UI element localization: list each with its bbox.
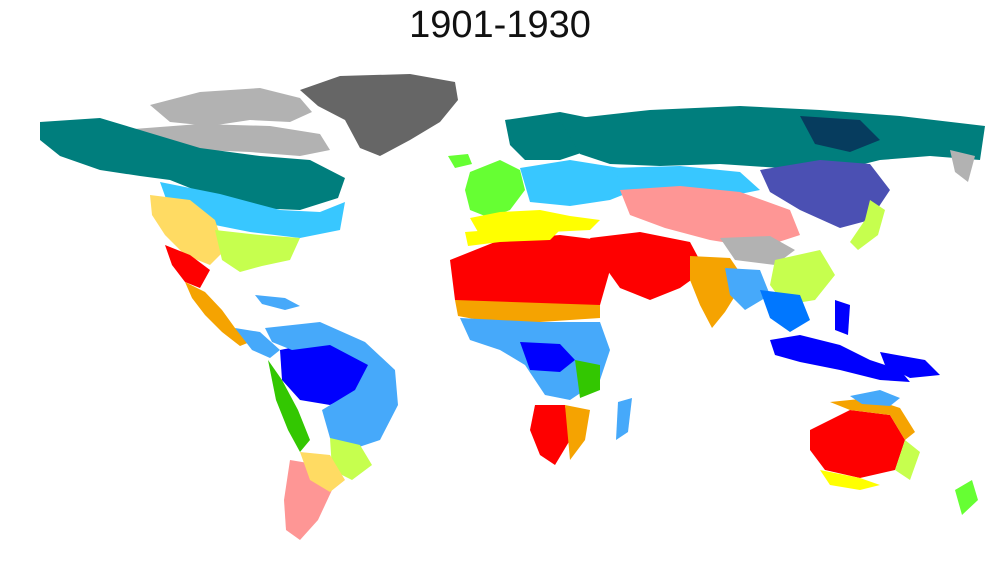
australia-north-savanna [850,390,900,406]
us-west-steppe [150,195,225,265]
philippines-rainforest [835,300,850,335]
arctic-archipelago-tundra [150,88,312,126]
siberia-monsoon-continental [760,160,890,228]
congo-rainforest [520,342,575,372]
us-southwest-desert [165,245,210,288]
new-zealand [955,480,978,515]
map-title: 1901-1930 [409,4,591,46]
australia-hot-steppe [830,398,915,440]
amazon-rainforest [280,342,370,405]
india-savanna [725,268,770,310]
japan [850,200,885,250]
andes-highlands [268,360,310,452]
central-america-savanna [235,328,280,358]
greenland-ice-cap [300,74,458,156]
europe-continental [520,160,640,206]
australia-hot-desert [810,410,905,478]
iceland [448,154,472,168]
north-america-continental [160,182,345,238]
east-asia-humid-subtropical [770,250,835,305]
central-asia-cold-desert [620,186,800,248]
north-america-subarctic [40,118,345,210]
tibet-tundra [720,236,795,265]
southern-brazil-humid [330,438,372,480]
north-africa-mediterranean [465,228,560,246]
mexico-steppe [185,282,250,346]
southern-africa-steppe [565,405,590,460]
caribbean-islands [255,295,300,310]
siberia-subarctic [560,106,985,170]
kamchatka-tundra [950,150,975,182]
argentina-steppe [300,452,345,492]
arabia-hot-desert [590,232,705,300]
world-climate-map [40,74,985,540]
australia-east-humid [895,440,920,480]
southern-africa-desert [530,405,570,465]
madagascar [616,398,632,440]
new-guinea [880,352,940,378]
indonesia-rainforest [770,335,910,382]
sahel-steppe [455,300,600,322]
south-america-savanna [265,322,398,450]
us-east-humid-subtropical [215,230,300,272]
sahara-hot-desert [450,235,610,310]
europe-oceanic [465,160,525,218]
southeast-asia-monsoon [760,290,810,332]
siberia-extreme-subarctic [800,116,880,152]
mediterranean-basin [470,210,600,232]
east-africa-highlands [575,360,600,398]
australia-south-mediterranean [820,470,880,490]
